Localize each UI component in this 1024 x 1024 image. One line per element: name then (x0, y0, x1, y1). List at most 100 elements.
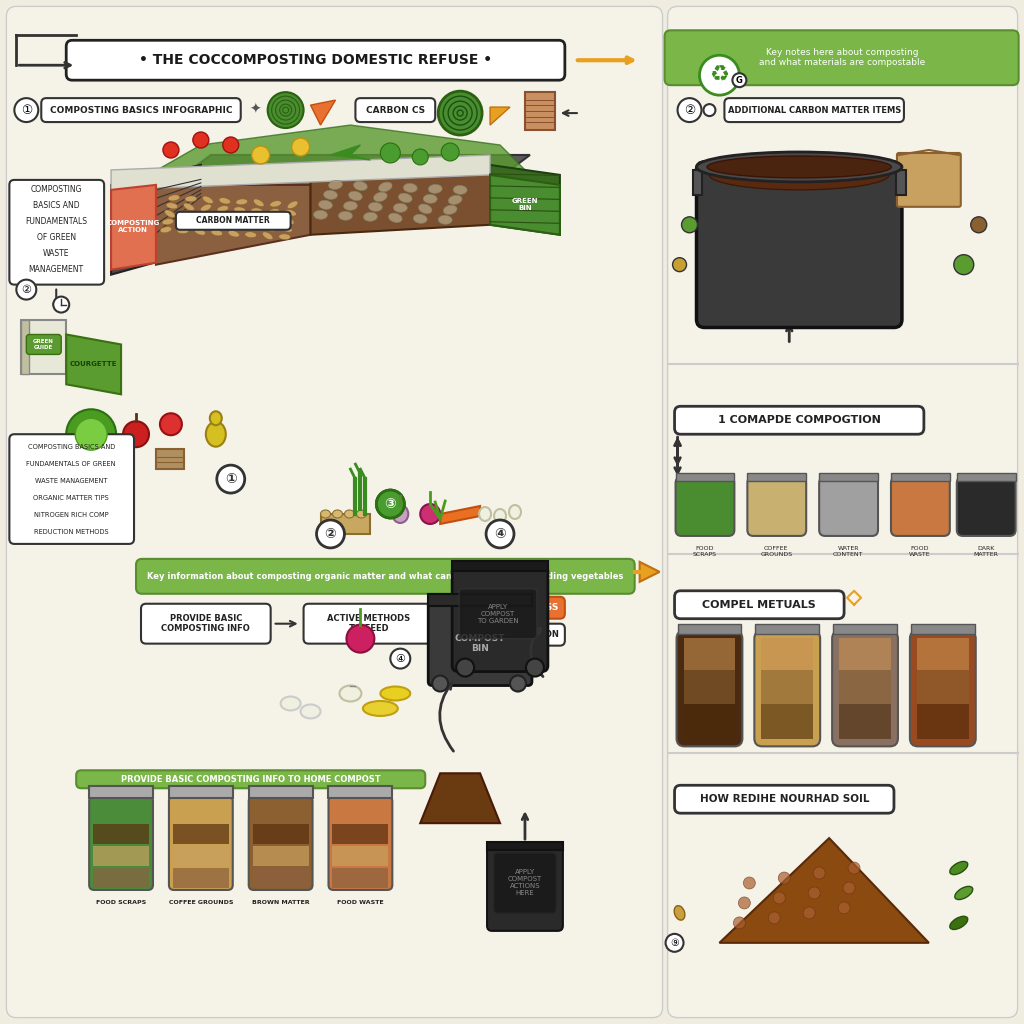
Text: DARK
MATTER: DARK MATTER (973, 546, 998, 557)
FancyBboxPatch shape (329, 797, 392, 890)
Ellipse shape (234, 207, 246, 213)
Text: CARBON MATTER: CARBON MATTER (196, 216, 269, 225)
Ellipse shape (253, 199, 264, 207)
FancyBboxPatch shape (459, 589, 537, 639)
Circle shape (67, 410, 116, 459)
FancyBboxPatch shape (67, 40, 565, 80)
Bar (169, 786, 232, 799)
Text: COMPEL METUALS: COMPEL METUALS (702, 600, 816, 609)
Polygon shape (640, 562, 659, 582)
Circle shape (53, 297, 70, 312)
Ellipse shape (353, 181, 368, 190)
Bar (89, 786, 153, 799)
Circle shape (75, 418, 108, 451)
Circle shape (768, 912, 780, 924)
Bar (839, 638, 891, 670)
Ellipse shape (181, 212, 193, 218)
Circle shape (803, 907, 815, 919)
Text: ⑨: ⑨ (670, 938, 679, 948)
Ellipse shape (217, 206, 228, 212)
FancyBboxPatch shape (303, 604, 433, 644)
FancyBboxPatch shape (27, 335, 61, 354)
Circle shape (217, 465, 245, 493)
Circle shape (486, 520, 514, 548)
Bar (916, 638, 969, 670)
Ellipse shape (707, 156, 892, 178)
Ellipse shape (696, 152, 902, 182)
Ellipse shape (313, 210, 328, 219)
Ellipse shape (509, 505, 521, 519)
FancyBboxPatch shape (249, 797, 312, 890)
Circle shape (848, 862, 860, 874)
FancyBboxPatch shape (675, 407, 924, 434)
Text: WASTE: WASTE (43, 249, 70, 258)
Text: COMPOSTING BASICS AND: COMPOSTING BASICS AND (28, 444, 115, 451)
Ellipse shape (162, 218, 174, 225)
Text: GREEN
BIN: GREEN BIN (512, 199, 539, 211)
Ellipse shape (414, 214, 427, 223)
Ellipse shape (281, 696, 301, 711)
Text: HOW REDIHE NOURHAD SOIL: HOW REDIHE NOURHAD SOIL (699, 795, 869, 804)
Bar (678, 624, 741, 634)
Ellipse shape (428, 184, 442, 194)
Text: FOOD
SCRAPS: FOOD SCRAPS (692, 546, 717, 557)
Ellipse shape (954, 887, 973, 899)
Polygon shape (310, 165, 490, 234)
Bar (253, 846, 308, 866)
Bar (834, 624, 897, 634)
Bar (253, 868, 308, 888)
Ellipse shape (206, 422, 225, 446)
Text: FUNDAMENTALS: FUNDAMENTALS (26, 217, 87, 226)
Ellipse shape (356, 510, 367, 518)
Circle shape (14, 98, 38, 122)
Ellipse shape (262, 232, 273, 239)
Ellipse shape (236, 199, 248, 205)
Ellipse shape (398, 194, 412, 203)
Ellipse shape (379, 182, 392, 191)
Ellipse shape (285, 210, 296, 216)
Bar (487, 842, 563, 850)
Ellipse shape (403, 183, 417, 193)
Bar (819, 473, 878, 481)
Bar (692, 170, 702, 195)
Text: ODORLESS: ODORLESS (505, 603, 559, 612)
Text: PROVIDE BASIC COMPOSTING INFO TO HOME COMPOST: PROVIDE BASIC COMPOSTING INFO TO HOME CO… (121, 775, 381, 783)
Circle shape (666, 934, 684, 951)
Text: ④: ④ (495, 527, 506, 541)
Circle shape (813, 867, 825, 879)
Ellipse shape (339, 211, 352, 220)
Text: ②: ② (22, 285, 32, 295)
FancyBboxPatch shape (675, 785, 894, 813)
Ellipse shape (364, 212, 377, 221)
Text: ACTIVE METHODS
TO FEED: ACTIVE METHODS TO FEED (327, 614, 410, 634)
Ellipse shape (247, 223, 258, 230)
Polygon shape (156, 185, 310, 264)
Bar (156, 450, 184, 469)
Polygon shape (490, 165, 560, 234)
Bar (911, 624, 975, 634)
Polygon shape (720, 838, 929, 943)
Polygon shape (440, 506, 480, 524)
Ellipse shape (494, 509, 506, 523)
Ellipse shape (160, 226, 172, 232)
Text: BASICS AND: BASICS AND (33, 202, 80, 210)
Circle shape (699, 55, 739, 95)
Ellipse shape (380, 686, 411, 700)
FancyBboxPatch shape (668, 6, 1018, 1018)
Ellipse shape (281, 225, 293, 232)
Ellipse shape (228, 230, 240, 237)
Text: OF GREEN: OF GREEN (37, 233, 76, 243)
Bar (93, 868, 148, 888)
Ellipse shape (340, 685, 361, 701)
Ellipse shape (164, 211, 176, 217)
FancyBboxPatch shape (676, 477, 734, 536)
FancyBboxPatch shape (453, 566, 548, 672)
Circle shape (160, 414, 182, 435)
Ellipse shape (369, 202, 382, 212)
Circle shape (223, 137, 239, 153)
Circle shape (971, 217, 987, 232)
Text: FOOD WASTE: FOOD WASTE (337, 900, 384, 905)
Ellipse shape (166, 203, 178, 209)
Ellipse shape (454, 185, 467, 195)
Ellipse shape (950, 916, 968, 930)
